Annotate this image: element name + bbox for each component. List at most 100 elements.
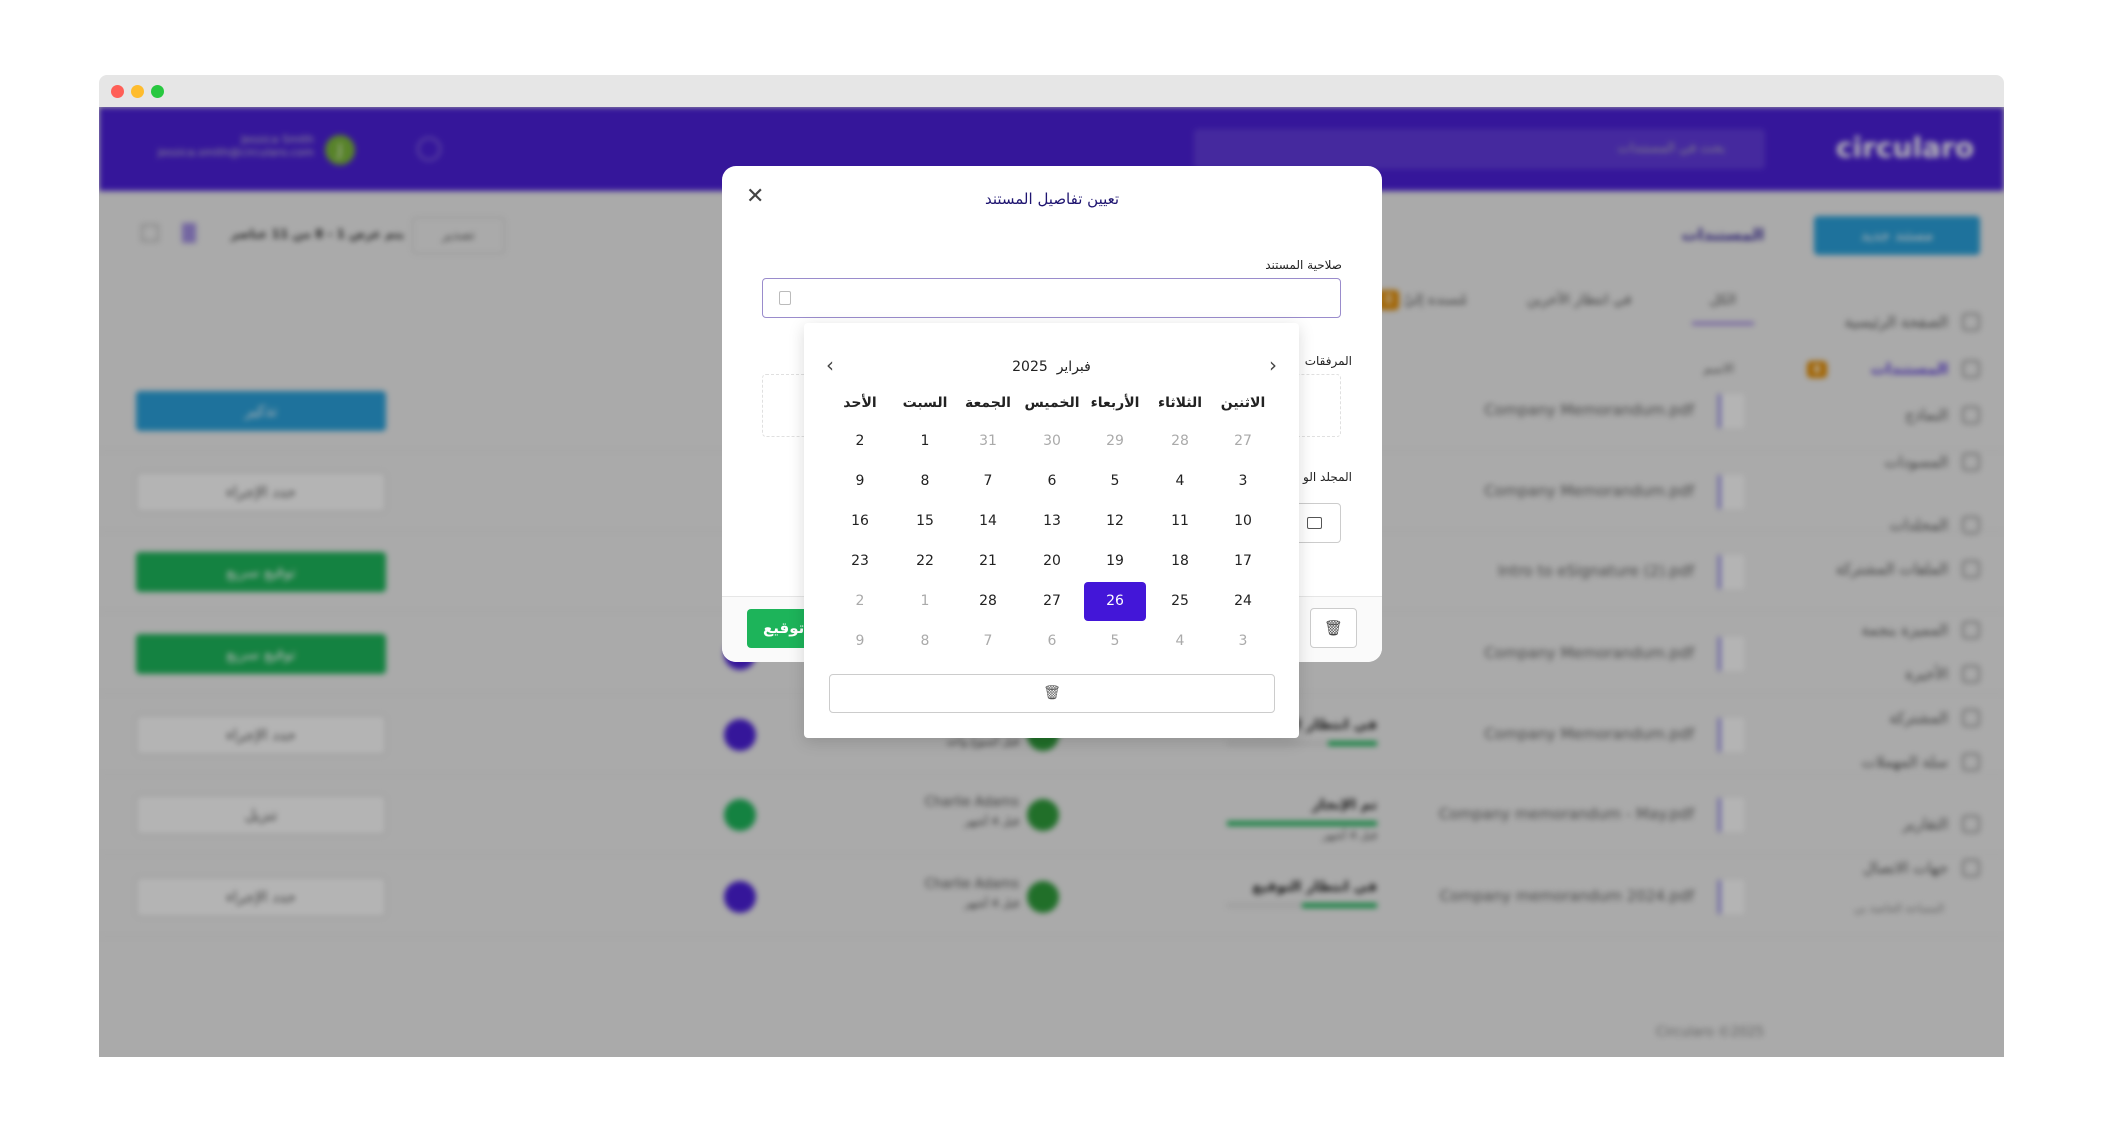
sidebar-item[interactable]: المميزة بنجمة xyxy=(1800,615,1980,645)
calendar-day[interactable]: 4 xyxy=(1175,473,1185,489)
calendar-day[interactable]: 19 xyxy=(1106,553,1124,569)
calendar-day[interactable]: 24 xyxy=(1234,593,1252,609)
calendar-day[interactable]: 9 xyxy=(855,473,865,489)
calendar-day[interactable]: 21 xyxy=(979,553,997,569)
calendar-day[interactable]: 1 xyxy=(920,593,930,609)
row-action-button[interactable]: حدد الإجراء xyxy=(136,472,386,512)
tab-all[interactable]: الكل xyxy=(1691,292,1754,325)
calendar-day[interactable]: 1 xyxy=(920,433,930,449)
calendar-day[interactable]: 27 xyxy=(1043,593,1061,609)
file-name[interactable]: Company memorandum - May.pdf xyxy=(1438,805,1694,823)
calendar-day[interactable]: 4 xyxy=(1175,633,1185,649)
folder-input[interactable] xyxy=(1292,503,1341,543)
maximize-window-icon[interactable] xyxy=(151,85,164,98)
calendar-day[interactable]: 16 xyxy=(851,513,869,529)
row-action-button[interactable]: تذكير xyxy=(136,391,386,431)
delete-button[interactable]: 🗑 xyxy=(1310,608,1357,648)
sidebar-item[interactable]: النماذج xyxy=(1800,400,1980,430)
calendar-day[interactable]: 14 xyxy=(979,513,997,529)
sidebar-item[interactable]: المسودات xyxy=(1800,447,1980,477)
sidebar-item[interactable]: المجلدات xyxy=(1800,510,1980,540)
calendar-day[interactable]: 23 xyxy=(851,553,869,569)
tab-waiting-others[interactable]: في انتظار الآخرين xyxy=(1526,292,1632,308)
calendar-day[interactable]: 27 xyxy=(1234,433,1252,449)
next-month-icon[interactable]: › xyxy=(1269,353,1277,377)
new-document-button[interactable]: مستند جديد xyxy=(1814,216,1980,255)
weekday-header: الاثنين xyxy=(1220,395,1266,411)
calendar-day[interactable]: 17 xyxy=(1234,553,1252,569)
date-picker-popup: ‹ › فبراير 2025 الاثنين الثلاثاء الأربعاء ا… xyxy=(804,323,1299,738)
sidebar-item[interactable]: سلة المهملات xyxy=(1800,747,1980,777)
calendar-day[interactable]: 28 xyxy=(979,593,997,609)
calendar-day[interactable]: 30 xyxy=(1043,433,1061,449)
table-row[interactable]: Company memorandum 2024.pdf حدد الإجراء ف… xyxy=(99,857,2004,937)
calendar-day[interactable]: 7 xyxy=(983,473,993,489)
calendar-day[interactable]: 5 xyxy=(1110,633,1120,649)
search-input[interactable]: بحث في المستندات xyxy=(1194,129,1765,169)
close-icon[interactable]: ✕ xyxy=(746,184,765,209)
avatar[interactable]: J xyxy=(325,135,355,165)
calendar-day[interactable]: 25 xyxy=(1171,593,1189,609)
clear-date-button[interactable]: 🗑 xyxy=(829,674,1275,713)
column-name[interactable]: الاسم xyxy=(1703,362,1734,377)
shared-folder-icon xyxy=(1962,560,1980,578)
file-name[interactable]: Company Memorandum.pdf xyxy=(1484,725,1694,743)
sidebar-item[interactable]: التقارير xyxy=(1800,809,1980,839)
sidebar-item[interactable]: جهات الاتصال xyxy=(1800,853,1980,883)
export-button[interactable]: تصدير xyxy=(412,217,505,254)
table-row[interactable]: Company Memorandum.pdf حدد الإجراء xyxy=(99,452,2004,532)
page-title: المستندات xyxy=(1681,225,1764,244)
calendar-day[interactable]: 8 xyxy=(920,473,930,489)
selected-day[interactable]: 26 xyxy=(1084,582,1146,621)
table-row[interactable]: Company Memorandum.pdf حدد الإجراء في انت… xyxy=(99,695,2004,775)
row-action-button[interactable]: حدد الإجراء xyxy=(136,877,386,917)
calendar-day[interactable]: 18 xyxy=(1171,553,1189,569)
table-row[interactable]: Company memorandum - May.pdf تنزيل تم الإ… xyxy=(99,775,2004,855)
sidebar-item[interactable]: الأخيرة xyxy=(1800,659,1980,689)
minimize-window-icon[interactable] xyxy=(131,85,144,98)
calendar-day[interactable]: 11 xyxy=(1171,513,1189,529)
sidebar-item[interactable]: الصفحة الرئيسية xyxy=(1800,307,1980,337)
calendar-day[interactable]: 8 xyxy=(920,633,930,649)
month-year-label[interactable]: فبراير 2025 xyxy=(804,359,1299,375)
calendar-day[interactable]: 12 xyxy=(1106,513,1124,529)
file-name[interactable]: Intro to eSignature (2).pdf xyxy=(1497,562,1694,580)
row-action-button[interactable]: حدد الإجراء xyxy=(136,715,386,755)
calendar-day[interactable]: 29 xyxy=(1106,433,1124,449)
sidebar-item[interactable]: المشتركة xyxy=(1800,703,1980,733)
calendar-day[interactable]: 6 xyxy=(1047,473,1057,489)
calendar-day[interactable]: 3 xyxy=(1238,473,1248,489)
file-name[interactable]: Company Memorandum.pdf xyxy=(1484,644,1694,662)
sidebar-item[interactable]: الملفات المشتركة xyxy=(1800,554,1980,584)
calendar-day[interactable]: 20 xyxy=(1043,553,1061,569)
calendar-day[interactable]: 10 xyxy=(1234,513,1252,529)
calendar-day[interactable]: 9 xyxy=(855,633,865,649)
prev-month-icon[interactable]: ‹ xyxy=(826,353,834,377)
tab-assigned-to-me[interactable]: مُسندة إليّ 8 xyxy=(1378,290,1467,325)
permission-date-input[interactable] xyxy=(762,278,1341,318)
row-action-button[interactable]: توقيع سريع xyxy=(136,634,386,674)
calendar-day[interactable]: 2 xyxy=(855,433,865,449)
calendar-day[interactable]: 2 xyxy=(855,593,865,609)
calendar-day[interactable]: 31 xyxy=(979,433,997,449)
file-name[interactable]: Company Memorandum.pdf xyxy=(1484,482,1694,500)
close-window-icon[interactable] xyxy=(111,85,124,98)
calendar-day[interactable]: 5 xyxy=(1110,473,1120,489)
file-name[interactable]: Company Memorandum.pdf xyxy=(1484,401,1694,419)
grid-view-icon[interactable] xyxy=(141,224,159,242)
pagination-info: يتم عرض 1 - 8 من 11 عناصر xyxy=(230,227,404,241)
calendar-day[interactable]: 6 xyxy=(1047,633,1057,649)
row-action-button[interactable]: توقيع سريع xyxy=(136,552,386,592)
row-action-button[interactable]: تنزيل xyxy=(136,795,386,835)
calendar-day[interactable]: 3 xyxy=(1238,633,1248,649)
file-name[interactable]: Company memorandum 2024.pdf xyxy=(1439,887,1694,905)
calendar-day[interactable]: 7 xyxy=(983,633,993,649)
list-view-icon[interactable] xyxy=(182,223,196,243)
personal-space-label[interactable]: المساحة الخاصة بي xyxy=(1854,902,1944,915)
calendar-day[interactable]: 15 xyxy=(916,513,934,529)
calendar-day[interactable]: 28 xyxy=(1171,433,1189,449)
bell-icon[interactable] xyxy=(417,137,441,161)
calendar-day[interactable]: 13 xyxy=(1043,513,1061,529)
sidebar-item[interactable]: المستندات 8 xyxy=(1800,354,1980,384)
calendar-day[interactable]: 22 xyxy=(916,553,934,569)
